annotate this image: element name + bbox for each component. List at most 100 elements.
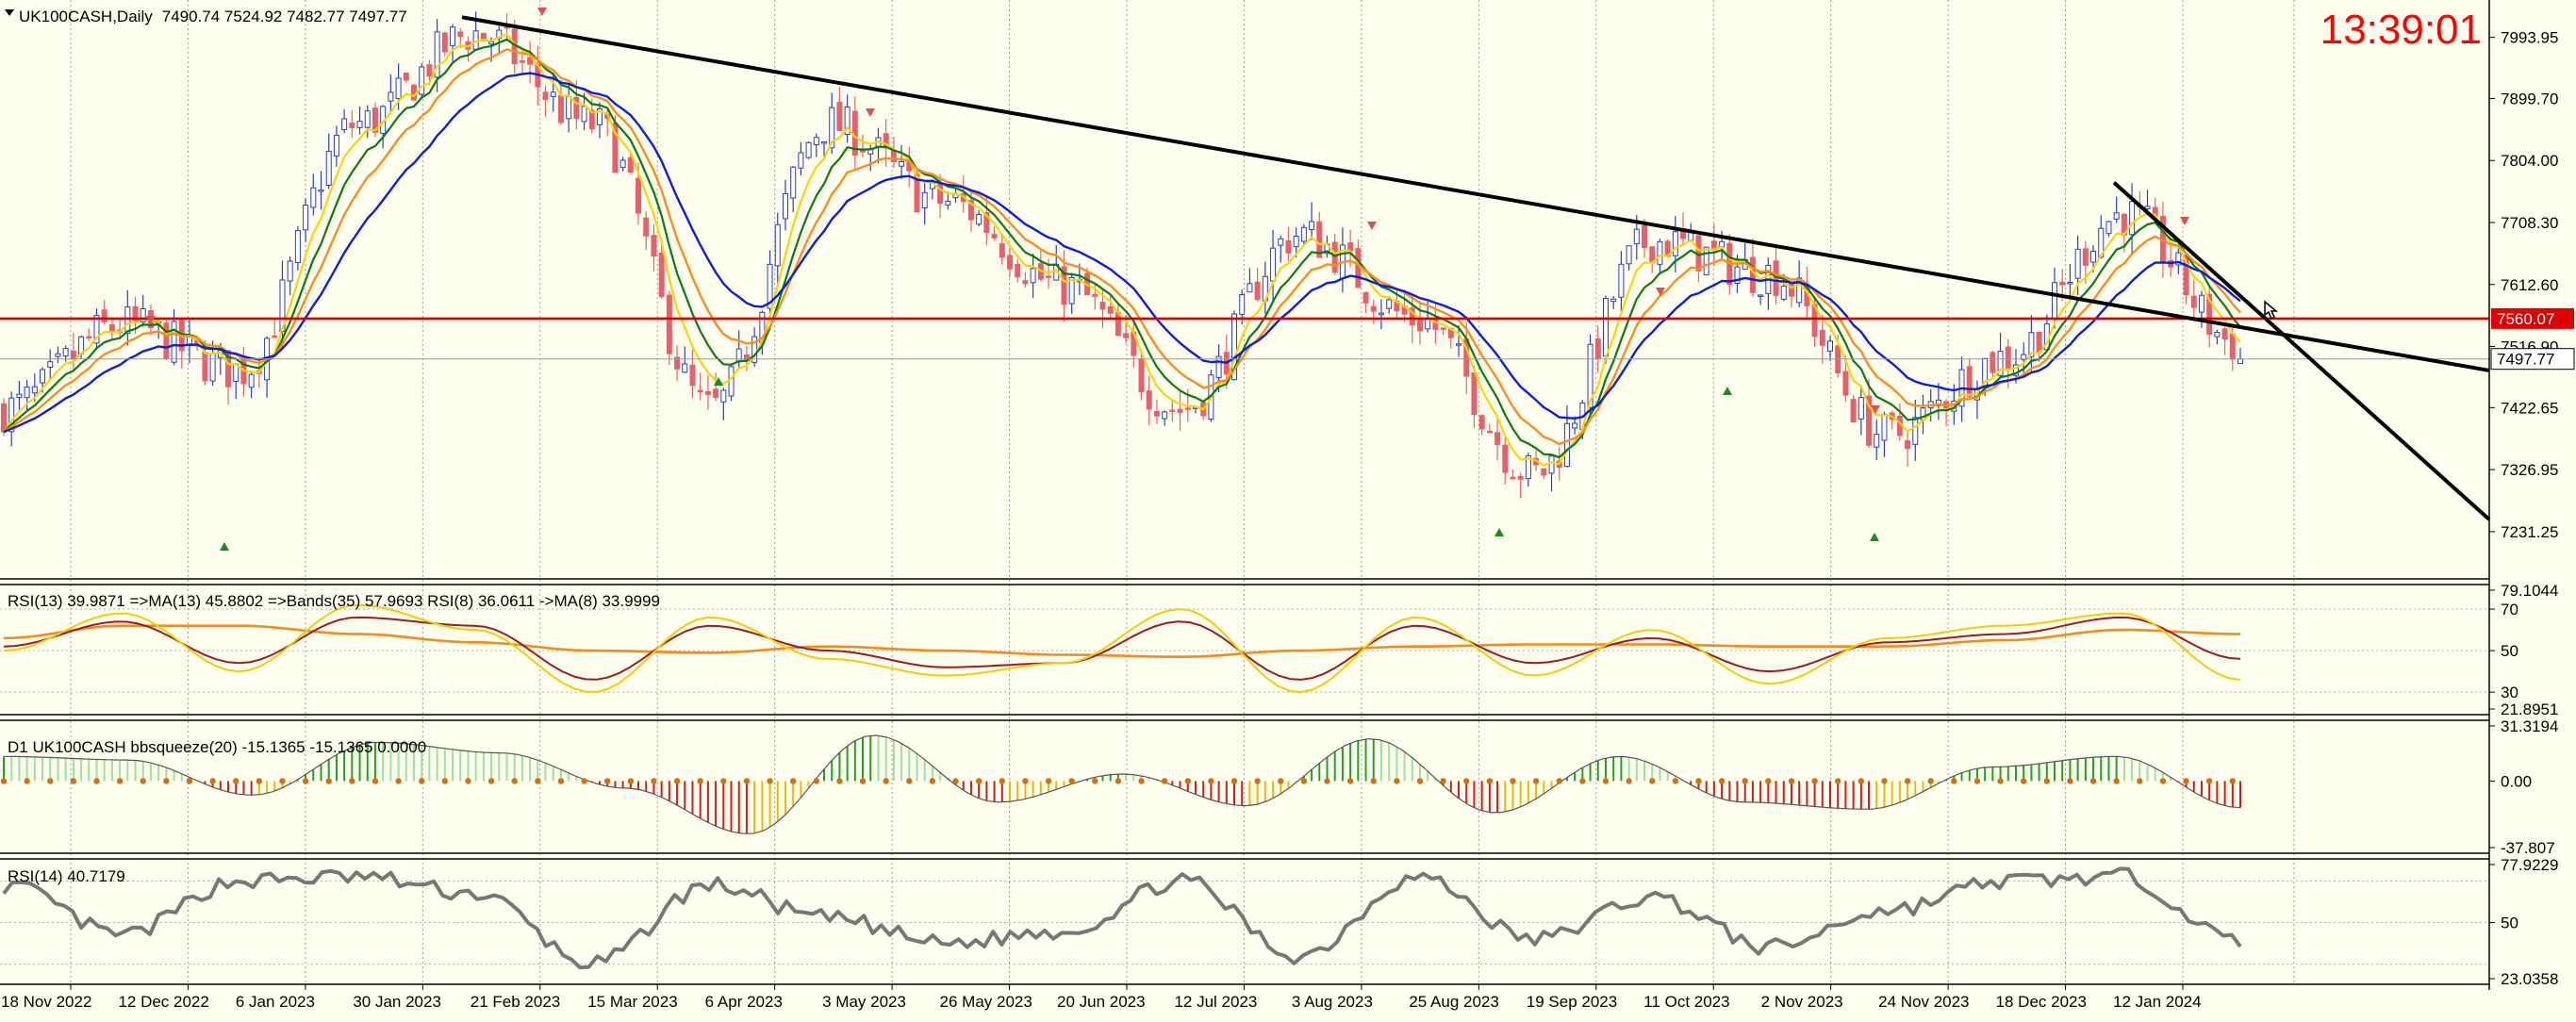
fractal-up-arrow-icon bbox=[1494, 528, 1504, 536]
rsi14-label: RSI(14) 40.7179 bbox=[8, 867, 125, 885]
x-tick-label: 2 Nov 2023 bbox=[1761, 993, 1843, 1011]
candle-body bbox=[1510, 476, 1516, 480]
squeeze-dot bbox=[952, 778, 959, 784]
candle-body bbox=[1270, 247, 1277, 282]
squeeze-dot bbox=[1579, 778, 1586, 784]
candle-body bbox=[47, 361, 54, 368]
squeeze-dot bbox=[487, 778, 495, 784]
candle-body bbox=[2059, 281, 2066, 286]
fractal-down-arrow-icon bbox=[537, 8, 547, 16]
x-tick-label: 12 Jan 2024 bbox=[2113, 993, 2202, 1011]
candle-body bbox=[1626, 245, 1632, 265]
x-tick-label: 6 Apr 2023 bbox=[705, 993, 783, 1011]
candle-body bbox=[2113, 212, 2120, 220]
rsi14-panel[interactable] bbox=[0, 866, 2489, 970]
candle-body bbox=[248, 373, 255, 388]
candle-body bbox=[1858, 397, 1864, 420]
candle-body bbox=[1355, 248, 1362, 288]
bbsqueeze-panel[interactable] bbox=[0, 734, 2241, 834]
squeeze-dot bbox=[789, 778, 797, 784]
candle-body bbox=[1594, 338, 1601, 359]
candle-body bbox=[2105, 221, 2112, 235]
candle-body bbox=[2221, 328, 2228, 340]
y-tick-label: 7231.25 bbox=[2501, 523, 2558, 541]
main-price-panel[interactable] bbox=[0, 8, 2491, 551]
candle-body bbox=[976, 213, 983, 225]
candle-body bbox=[596, 107, 603, 125]
candle-body bbox=[519, 60, 525, 63]
candle-body bbox=[1046, 275, 1052, 278]
squeeze-dot bbox=[0, 778, 8, 784]
candle-body bbox=[557, 94, 564, 124]
candle-body bbox=[1502, 444, 1509, 473]
squeeze-dot bbox=[1997, 778, 2004, 784]
candle-body bbox=[1548, 455, 1555, 474]
collapse-triangle-icon[interactable] bbox=[5, 9, 14, 16]
candle-body bbox=[527, 57, 534, 65]
candle-body bbox=[790, 166, 797, 199]
candles-group bbox=[1, 11, 2243, 499]
candle-body bbox=[171, 321, 177, 363]
candle-body bbox=[2129, 201, 2136, 236]
candle-body bbox=[1657, 240, 1663, 265]
squeeze-dot bbox=[1092, 778, 1098, 784]
candle-body bbox=[1866, 395, 1873, 446]
squeeze-dot bbox=[2089, 778, 2097, 784]
candle-body bbox=[1146, 390, 1152, 410]
x-tick-label: 12 Jul 2023 bbox=[1174, 993, 1257, 1011]
candle-body bbox=[674, 356, 681, 370]
rsi8-line bbox=[3, 603, 2241, 694]
squeeze-dot bbox=[651, 778, 657, 784]
y-tick-label: 7708.30 bbox=[2501, 214, 2558, 232]
squeeze-dot bbox=[929, 778, 936, 784]
level-price-text: 7560.07 bbox=[2497, 310, 2554, 328]
squeeze-dot bbox=[1394, 778, 1400, 784]
candle-body bbox=[8, 397, 15, 433]
candle-body bbox=[341, 118, 348, 130]
fractal-down-arrow-icon bbox=[1367, 222, 1377, 230]
fractal-up-arrow-icon bbox=[714, 377, 723, 386]
candle-body bbox=[31, 386, 38, 394]
candle-body bbox=[1409, 307, 1415, 325]
candle-body bbox=[999, 243, 1005, 258]
candle-body bbox=[1331, 241, 1338, 273]
candle-body bbox=[16, 393, 23, 399]
candle-body bbox=[1184, 407, 1191, 410]
candle-body bbox=[1517, 475, 1524, 480]
candle-body bbox=[829, 107, 835, 149]
squeeze-dot bbox=[1556, 778, 1562, 784]
x-tick-label: 20 Jun 2023 bbox=[1057, 993, 1146, 1011]
x-tick-label: 19 Sep 2023 bbox=[1527, 993, 1617, 1011]
squeeze-dot bbox=[1835, 778, 1841, 784]
candle-body bbox=[1162, 411, 1168, 420]
rsi-bands-line bbox=[3, 624, 2241, 659]
grid-layer bbox=[70, 0, 2295, 984]
x-tick-label: 3 May 2023 bbox=[822, 993, 906, 1011]
rsi13-panel[interactable] bbox=[0, 603, 2489, 694]
time-axis[interactable]: 18 Nov 2022 12 Dec 2022 6 Jan 2023 30 Jan 2… bbox=[1, 984, 2202, 1011]
squeeze-outline bbox=[3, 734, 2241, 834]
candle-body bbox=[349, 123, 355, 128]
candle-body bbox=[2074, 248, 2081, 279]
candle-body bbox=[767, 263, 773, 309]
x-tick-label: 12 Dec 2022 bbox=[118, 993, 208, 1011]
candle-body bbox=[1850, 399, 1857, 423]
fractal-up-arrow-icon bbox=[1870, 533, 1879, 541]
x-tick-label: 6 Jan 2023 bbox=[236, 993, 315, 1011]
candle-body bbox=[890, 150, 897, 163]
squeeze-dot bbox=[1765, 778, 1772, 784]
squeeze-dot bbox=[279, 778, 286, 784]
x-tick-label: 11 Oct 2023 bbox=[1643, 993, 1729, 1011]
squeeze-dot bbox=[395, 778, 402, 784]
squeeze-dot bbox=[1463, 778, 1470, 784]
cursor-hand-icon bbox=[2264, 300, 2279, 321]
price-axis[interactable]: 7993.957899.707804.007708.307612.607516.… bbox=[2489, 29, 2575, 988]
squeeze-dot bbox=[1278, 778, 1284, 784]
candle-body bbox=[372, 107, 378, 133]
squeeze-dot bbox=[1951, 778, 1957, 784]
candle-body bbox=[1153, 411, 1160, 417]
candle-body bbox=[1471, 372, 1478, 416]
candle-body bbox=[1478, 415, 1485, 430]
